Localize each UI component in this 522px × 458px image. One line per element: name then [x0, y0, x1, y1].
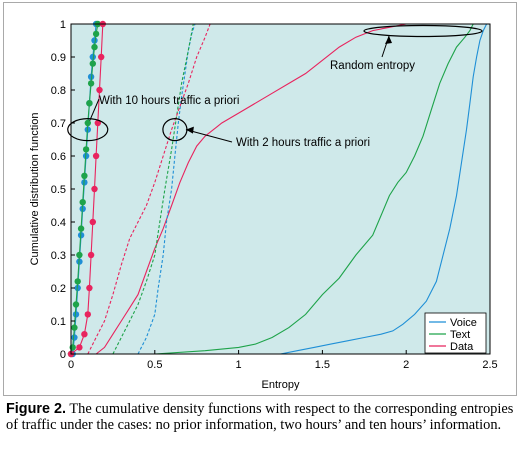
series-point-text-10h	[91, 43, 98, 51]
series-point-text-10h	[74, 278, 81, 285]
y-axis-title: Cumulative distribution function	[29, 113, 41, 266]
series-point-voice-10h	[71, 334, 78, 341]
annotation-10h: With 10 hours traffic a priori	[99, 95, 239, 107]
series-point-text-10h	[92, 30, 100, 38]
series-point-text-10h	[72, 301, 80, 308]
series-point-text-10h	[84, 119, 92, 127]
figure-frame: 0 0.1 0.2 0.3 0.4 0.5 0.6 0.7 0.8 0.9 1 0 0.5 1 1.5 2 2.…	[3, 2, 517, 396]
annotation-arrowhead-2h	[185, 126, 194, 134]
plot-area	[71, 24, 490, 354]
figure-caption: Figure 2. The cumulative density functio…	[6, 401, 514, 433]
series-point-data-10h	[94, 119, 102, 127]
y-tick-label: 0	[60, 349, 66, 361]
series-line-text-noprior	[154, 23, 474, 355]
x-axis-title: Entropy	[262, 379, 300, 391]
series-point-text-10h	[86, 100, 93, 107]
series-point-text-10h	[87, 80, 95, 87]
cdf-chart: 0 0.1 0.2 0.3 0.4 0.5 0.6 0.7 0.8 0.9 1 0 0.5 1 1.5 2 2.…	[29, 19, 498, 391]
series-point-text-10h	[79, 199, 86, 206]
y-tick-label: 0.5	[51, 184, 66, 196]
series-point-text-10h	[71, 324, 78, 331]
series-point-data-10h	[86, 284, 93, 292]
annotation-arrow-10h	[89, 98, 100, 121]
series-point-data-10h	[92, 152, 100, 160]
x-tick-label: 1	[236, 359, 242, 371]
series-point-data-10h	[91, 185, 98, 193]
series-point-text-10h	[76, 251, 83, 259]
series-point-voice-10h	[72, 311, 80, 318]
series-point-voice-10h	[89, 53, 97, 61]
annotation-arrow-2h	[185, 129, 233, 143]
series-point-data-10h	[76, 344, 83, 351]
series-point-data-10h	[98, 53, 105, 61]
y-tick-label: 1	[60, 19, 66, 31]
y-tick-label: 0.1	[51, 316, 66, 328]
annotation-random: Random entropy	[330, 60, 415, 72]
annotation-2h: With 2 hours traffic a priori	[236, 137, 370, 149]
series-point-text-10h	[82, 146, 90, 153]
series-line-voice-noprior	[257, 23, 488, 355]
annotation-ellipse-random	[363, 24, 483, 38]
series-point-data-10h	[84, 311, 92, 318]
x-tick-label: 2	[403, 359, 409, 371]
series-point-data-10h	[96, 86, 103, 94]
series-point-text-10h	[81, 172, 88, 179]
legend-label-text: Text	[450, 329, 470, 341]
y-tick-label: 0.9	[51, 52, 66, 64]
legend-label-voice: Voice	[450, 317, 477, 329]
series-line-data-2h	[87, 23, 211, 355]
x-tick-label: 2.5	[482, 359, 497, 371]
y-tick-label: 0.4	[51, 217, 66, 229]
x-tick-label: 0	[68, 359, 74, 371]
series-line-text-2h	[112, 23, 194, 355]
caption-label: Figure 2.	[6, 401, 66, 417]
y-tick-label: 0.6	[51, 151, 66, 163]
series-point-data-10h	[81, 331, 88, 338]
x-tick-label: 1.5	[315, 359, 330, 371]
x-tick-label: 0.5	[147, 359, 162, 371]
caption-text: The cumulative density functions with re…	[6, 401, 514, 433]
series-point-data-10h	[89, 218, 97, 226]
series-point-text-10h	[77, 225, 85, 232]
series-point-data-10h	[87, 251, 95, 259]
series-line-data-noprior	[95, 23, 457, 355]
series-point-voice-10h	[91, 37, 98, 44]
annotation-ellipse-10h	[67, 117, 109, 142]
y-tick-label: 0.8	[51, 85, 66, 97]
series-group	[67, 20, 488, 358]
series-point-text-10h	[89, 60, 97, 67]
y-tick-label: 0.7	[51, 118, 66, 130]
y-tick-label: 0.2	[51, 283, 66, 295]
annotation-arrowhead-random	[385, 36, 392, 44]
legend-label-data: Data	[450, 341, 474, 353]
series-point-voice-10h	[87, 73, 95, 81]
series-point-text-10h	[69, 344, 76, 351]
y-tick-label: 0.3	[51, 250, 66, 262]
